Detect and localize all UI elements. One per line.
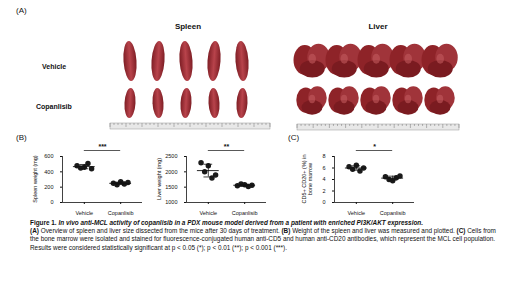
svg-text:1500: 1500 (165, 184, 177, 190)
svg-text:4: 4 (322, 176, 325, 182)
svg-text:200: 200 (44, 184, 53, 190)
svg-text:0: 0 (322, 199, 325, 205)
svg-text:1000: 1000 (165, 199, 177, 205)
svg-text:2500: 2500 (165, 153, 177, 159)
html-text:(B): (B) (16, 133, 27, 142)
svg-text:6: 6 (322, 165, 325, 171)
html-text:Figure 1. In vivo anti-MCL act: Figure 1. In vivo anti-MCL activity of c… (30, 219, 423, 226)
html-text:Spleen: Spleen (174, 22, 202, 31)
html-text:Liver weight (mg): Liver weight (mg) (156, 157, 162, 201)
html-text:Spleen weight (mg): Spleen weight (mg) (32, 155, 38, 203)
svg-text:2: 2 (322, 188, 325, 194)
html-text:(A): (A) (16, 6, 27, 15)
svg-text:Copanlisib: Copanlisib (232, 210, 258, 216)
html-text:Copanlisib: Copanlisib (36, 103, 72, 110)
svg-text:Vehicle: Vehicle (347, 210, 365, 216)
svg-text:Vehicle: Vehicle (199, 210, 217, 216)
html-text:(C): (C) (288, 133, 300, 142)
svg-text:400: 400 (44, 169, 53, 175)
svg-text:Copanlisib: Copanlisib (108, 210, 134, 216)
svg-text:8: 8 (322, 153, 325, 159)
svg-text:2000: 2000 (165, 169, 177, 175)
svg-text:600: 600 (44, 153, 53, 159)
svg-text:Vehicle: Vehicle (75, 210, 93, 216)
html-text:CD5+ CD20+ (%) in bone marrow: CD5+ CD20+ (%) in bone marrow (301, 154, 313, 204)
html-text:Vehicle: Vehicle (42, 63, 67, 70)
svg-text:0: 0 (50, 199, 53, 205)
svg-text:***: *** (98, 143, 106, 150)
svg-text:**: ** (224, 143, 230, 150)
html-text:Liver: Liver (368, 22, 388, 31)
html-text:(A) Overview of spleen and liv: (A) Overview of spleen and liver size di… (30, 227, 496, 251)
svg-text:*: * (373, 143, 376, 150)
svg-text:Copanlisib: Copanlisib (380, 210, 406, 216)
